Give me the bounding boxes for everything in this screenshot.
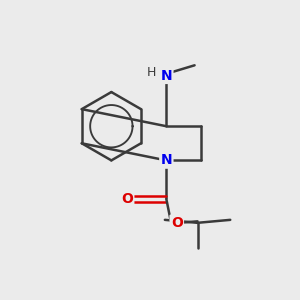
Text: O: O bbox=[171, 216, 183, 230]
Text: H: H bbox=[147, 66, 156, 79]
Text: O: O bbox=[121, 192, 133, 206]
Text: N: N bbox=[160, 153, 172, 167]
Text: N: N bbox=[160, 69, 172, 83]
